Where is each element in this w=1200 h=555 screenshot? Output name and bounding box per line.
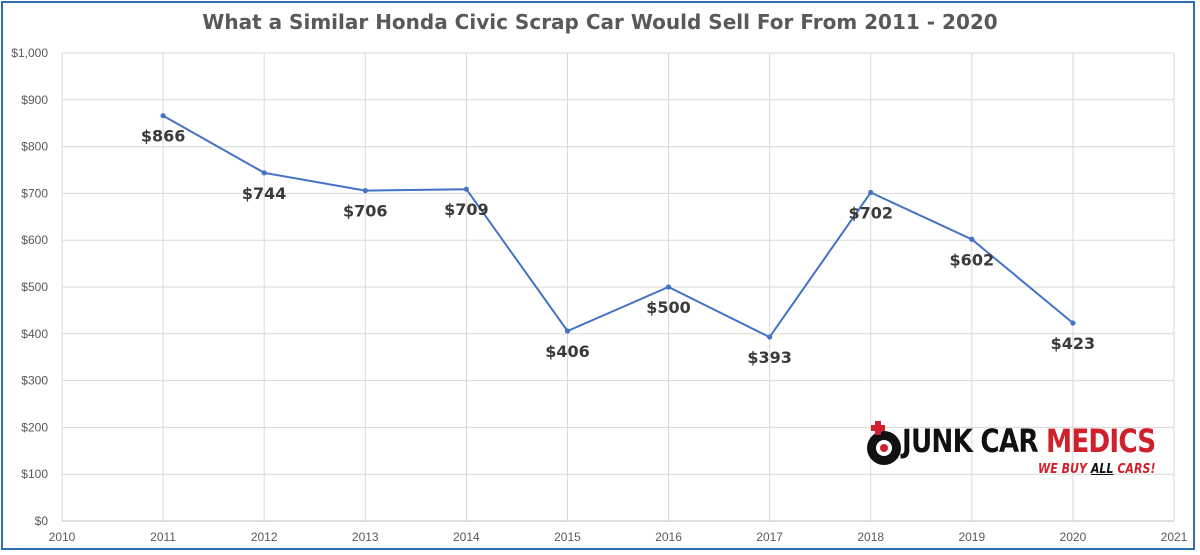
data-label: $406 [545, 342, 590, 361]
data-point [564, 328, 571, 334]
y-tick-label: $100 [21, 467, 48, 481]
x-tick-label: 2013 [352, 530, 379, 544]
logo-tagline: WE BUY ALL CARS! [1038, 462, 1155, 477]
data-label: $709 [444, 200, 489, 219]
data-label: $602 [950, 250, 995, 269]
x-tick-label: 2019 [958, 530, 985, 544]
logo-tagline-part1: WE BUY [1038, 462, 1091, 477]
data-label: $500 [646, 298, 691, 317]
data-point [261, 170, 267, 176]
chart-title: What a Similar Honda Civic Scrap Car Wou… [202, 10, 998, 34]
x-tick-label: 2021 [1161, 530, 1188, 544]
x-tick-label: 2016 [655, 530, 682, 544]
y-tick-label: $900 [21, 93, 48, 107]
junk-car-medics-logo: JUNK CAR MEDICS WE BUY ALL CARS! [862, 418, 1156, 488]
data-point [1070, 320, 1076, 326]
x-tick-label: 2020 [1060, 530, 1087, 544]
data-point [868, 189, 874, 196]
data-point [665, 284, 672, 290]
x-tick-label: 2010 [49, 530, 76, 544]
data-label: $744 [242, 184, 287, 203]
y-tick-label: $700 [21, 186, 48, 200]
data-label: $393 [747, 348, 792, 367]
x-tick-label: 2015 [554, 530, 581, 544]
x-tick-label: 2011 [150, 530, 176, 544]
data-point [969, 236, 975, 242]
data-label: $866 [141, 127, 186, 146]
y-tick-label: $300 [21, 374, 48, 388]
x-tick-label: 2012 [251, 530, 278, 544]
logo-brand-part2: MEDICS [1046, 422, 1156, 460]
data-point [767, 334, 773, 340]
y-tick-label: $800 [21, 140, 48, 154]
tire-icon [867, 421, 901, 465]
y-tick-label: $1,000 [11, 46, 48, 60]
y-tick-label: $400 [21, 327, 48, 341]
logo-brand-text: JUNK CAR MEDICS [902, 422, 1156, 460]
series-line [162, 114, 1074, 339]
data-point [362, 187, 368, 194]
y-tick-label: $0 [35, 514, 49, 528]
y-tick-label: $500 [21, 280, 48, 294]
logo-tagline-highlight: ALL [1090, 462, 1114, 477]
x-tick-label: 2014 [453, 530, 480, 544]
x-tick-label: 2018 [857, 530, 884, 544]
data-point [463, 186, 469, 192]
data-label: $706 [343, 202, 388, 221]
logo-tagline-part2: CARS! [1113, 462, 1156, 477]
y-tick-label: $200 [21, 420, 48, 434]
x-tick-label: 2017 [756, 530, 783, 544]
y-tick-label: $600 [21, 233, 48, 247]
data-point [160, 113, 166, 119]
data-label: $423 [1051, 334, 1096, 353]
data-label: $702 [848, 203, 893, 222]
logo-brand-part1: JUNK CAR [902, 422, 1039, 460]
